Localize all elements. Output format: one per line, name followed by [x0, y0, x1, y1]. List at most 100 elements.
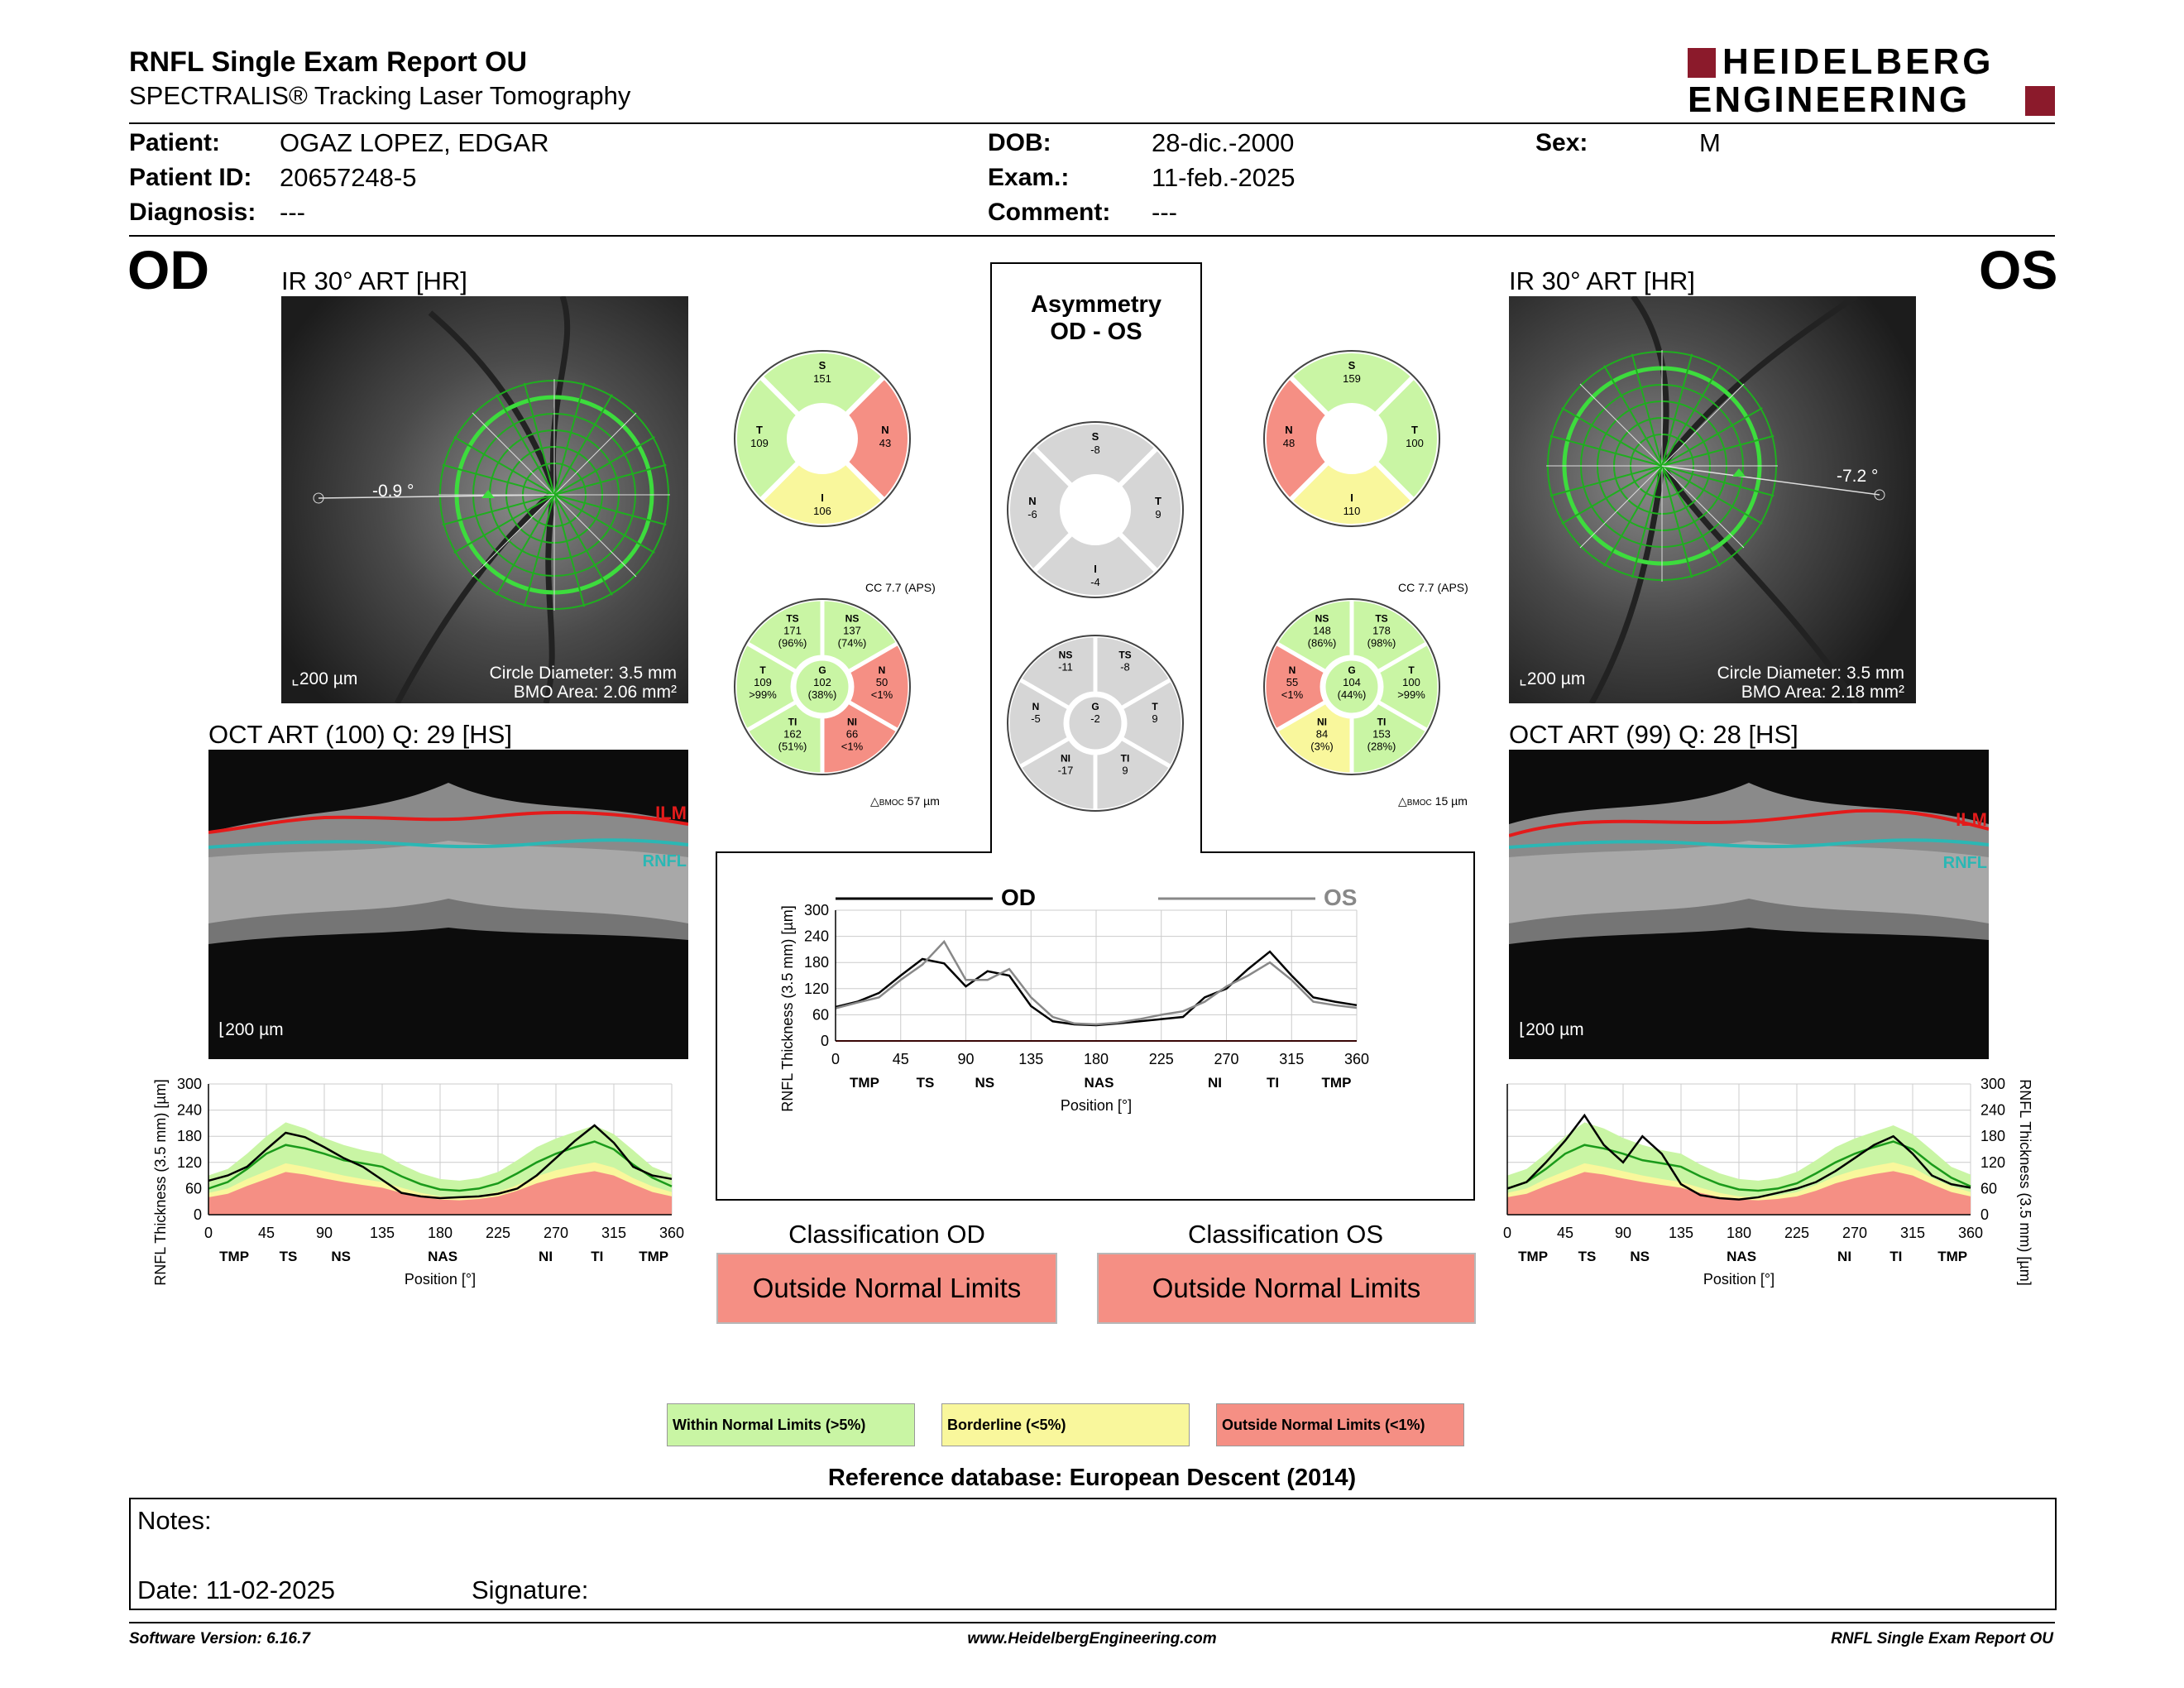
sector-text: -11 — [1058, 661, 1073, 674]
os-oct-rpe — [1509, 841, 1989, 944]
x-tick-label: 45 — [1557, 1225, 1573, 1241]
x-tick-label: 270 — [1842, 1225, 1867, 1241]
sector-text: 106 — [813, 505, 831, 517]
dob-label: DOB: — [988, 129, 1051, 156]
od-profile-chart: 0 60 120 180 240 300 0 45 90 135 180 225 270 315 360 TM… — [152, 1076, 684, 1288]
sector-text: 43 — [879, 437, 891, 449]
od-scan-spokes — [438, 379, 670, 611]
website-link[interactable]: www.HeidelbergEngineering.com — [967, 1630, 1217, 1647]
scan-spoke — [442, 494, 555, 526]
os-eye-label: OS — [1979, 239, 2058, 300]
sector-label: TS — [786, 613, 798, 625]
diagnosis-label: Diagnosis: — [129, 199, 256, 226]
x-tick-label: 180 — [428, 1225, 453, 1241]
sector-label: NI — [1061, 752, 1070, 764]
y-tick-label: 300 — [177, 1076, 202, 1092]
y-tick-label: 240 — [1980, 1102, 2005, 1119]
scan-spoke — [1603, 365, 1663, 467]
sector-text: 109 — [750, 437, 769, 449]
x-tick-label: 45 — [893, 1051, 909, 1067]
sector-label: N — [881, 424, 888, 436]
sector-label: N — [879, 664, 886, 676]
footer-rule — [129, 1622, 2055, 1623]
sector-text: -8 — [1120, 661, 1130, 674]
scan-spoke — [472, 494, 555, 578]
sector-text: 9 — [1152, 712, 1157, 725]
os-start-marker — [1732, 468, 1746, 477]
sector-axis-label: TS — [1578, 1249, 1597, 1264]
legend-within: Within Normal Limits (>5%) — [667, 1403, 915, 1446]
x-tick-label: 90 — [1615, 1225, 1631, 1241]
notes-box[interactable]: Notes: Date: 11-02-2025 Signature: — [129, 1498, 2057, 1610]
od-start-marker — [481, 490, 495, 498]
sector-label: I — [1094, 563, 1097, 575]
scan-spoke — [496, 494, 555, 596]
scan-spoke — [453, 494, 555, 554]
sector-text: >99% — [749, 688, 777, 701]
y-axis-title: RNFL Thickness (3.5 mm) [µm] — [152, 1079, 169, 1285]
report-subtitle: SPECTRALIS® Tracking Laser Tomography — [129, 81, 631, 110]
sector-text: 100 — [1402, 676, 1420, 688]
od-fovea-marker — [313, 492, 324, 504]
y-axis-title: RNFL Thickness (3.5 mm) [µm] — [779, 905, 796, 1111]
sector-outline — [1007, 421, 1184, 598]
y-tick-label: 180 — [1980, 1128, 2005, 1144]
os-angle: -7.2 ° — [1837, 467, 1879, 486]
sector-label: G — [818, 664, 826, 676]
sector-G — [1066, 694, 1124, 752]
dob-value: 28-dic.-2000 — [1152, 128, 1295, 157]
sector-axis-label: NAS — [1085, 1075, 1114, 1091]
sector-text: 178 — [1372, 625, 1391, 637]
scan-spoke — [1661, 465, 1763, 525]
sector-text: (98%) — [1367, 637, 1396, 650]
od-cc-label: CC 7.7 (APS) — [865, 581, 936, 594]
od-fundus-image: -0.9 ° ⌞200 µm Circle Diameter: 3.5 mm B… — [281, 296, 688, 703]
sector-axis-label: TMP — [1322, 1075, 1352, 1091]
sector-text: <1% — [871, 688, 893, 701]
sector-axis-label: NS — [975, 1075, 994, 1091]
os-circle-diameter: Circle Diameter: 3.5 mm — [1717, 664, 1904, 683]
sector-label: G — [1091, 701, 1099, 712]
sector-text: 104 — [1343, 676, 1361, 688]
scan-spoke — [1631, 353, 1663, 467]
scan-spoke — [553, 394, 613, 496]
report-title: RNFL Single Exam Report OU — [129, 46, 528, 78]
sector-text: 84 — [1316, 727, 1328, 740]
x-tick-label: 90 — [316, 1225, 333, 1241]
sector-text: (38%) — [808, 688, 837, 701]
y-tick-label: 120 — [177, 1154, 202, 1171]
sector-label: T — [756, 424, 763, 436]
sector-label: N — [1032, 701, 1040, 712]
sector-axis-label: TS — [280, 1249, 298, 1264]
sector-axis-label: NAS — [428, 1249, 457, 1264]
scan-spoke — [472, 412, 555, 496]
sector-label: TS — [1118, 650, 1131, 661]
band-outside — [1507, 1171, 1971, 1215]
od-ilm-line — [208, 810, 688, 834]
os-scale-bar: ⌞200 µm — [1519, 669, 1586, 688]
sector-label: TS — [1375, 613, 1387, 625]
notes-label: Notes: — [137, 1506, 212, 1535]
sector-label: NS — [1059, 650, 1073, 661]
sector-axis-label: NI — [1837, 1249, 1851, 1264]
od-ir-info: Circle Diameter: 3.5 mm BMO Area: 2.06 m… — [490, 664, 677, 702]
sector-axis-label: TI — [1889, 1249, 1902, 1264]
os-oct-label: OCT ART (99) Q: 28 [HS] — [1509, 720, 1798, 749]
sector-text: (44%) — [1338, 688, 1367, 701]
sector-text: 109 — [754, 676, 772, 688]
sector-label: T — [1411, 424, 1418, 436]
sector-text: 9 — [1155, 508, 1161, 520]
os-bmoc: △BMOC 15 µm — [1398, 794, 1468, 808]
os-bmo-area: BMO Area: 2.18 mm² — [1741, 683, 1904, 702]
sector-label: T — [1155, 495, 1161, 507]
scan-spoke — [1661, 434, 1774, 467]
scan-spoke — [1549, 465, 1663, 497]
scan-spoke — [1661, 365, 1721, 467]
x-tick-label: 225 — [1784, 1225, 1809, 1241]
sector-text: -8 — [1090, 444, 1100, 456]
measured-line — [208, 1124, 673, 1200]
patient-id-value: 20657248-5 — [280, 163, 417, 192]
os-scale-text: 200 µm — [1526, 669, 1586, 688]
